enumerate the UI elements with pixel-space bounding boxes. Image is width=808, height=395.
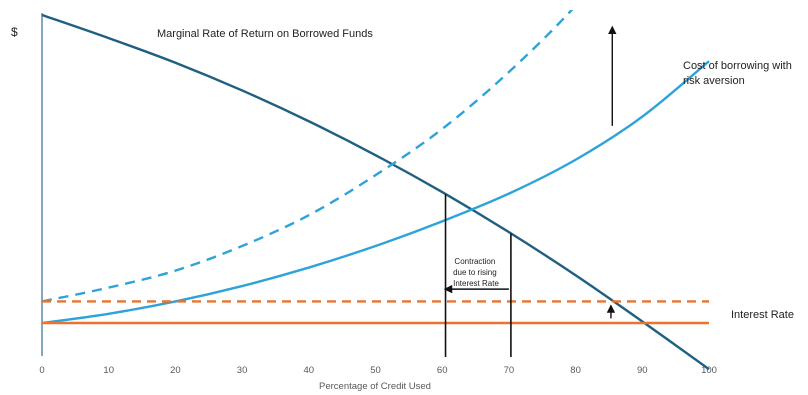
x-tick-label: 30 — [237, 365, 248, 376]
line-marginal-return — [41, 13, 710, 371]
series-label-marginal-return: Marginal Rate of Return on Borrowed Fund… — [157, 28, 373, 40]
y-axis-label: $ — [11, 25, 18, 39]
line-cost-of-borrowing — [41, 60, 710, 325]
x-tick-label: 40 — [304, 365, 315, 376]
x-tick-label: 0 — [39, 365, 44, 376]
contraction-annotation: Contraction due to rising Interest Rate — [453, 257, 499, 288]
x-tick-label: 100 — [701, 365, 717, 376]
series-label-cost-risk-aversion: Cost of borrowing with risk aversion — [683, 60, 795, 87]
contraction-line-3: Interest Rate — [453, 279, 499, 288]
contraction-line-1: Contraction — [454, 257, 495, 266]
x-tick-labels: 0 10 20 30 40 50 60 70 80 90 100 — [39, 365, 717, 376]
x-tick-label: 90 — [637, 365, 648, 376]
annotation-marks — [443, 25, 617, 357]
series-label-interest-rate: Interest Rate — [731, 309, 794, 321]
x-tick-label: 20 — [170, 365, 181, 376]
x-tick-label: 50 — [370, 365, 381, 376]
x-axis-label: Percentage of Credit Used — [319, 381, 431, 392]
x-tick-label: 70 — [504, 365, 515, 376]
x-tick-label: 80 — [570, 365, 581, 376]
series-lines — [41, 10, 710, 371]
line-cost-risk-aversion — [41, 10, 574, 303]
x-tick-label: 10 — [103, 365, 114, 376]
contraction-line-2: due to rising — [453, 268, 497, 277]
x-tick-label: 60 — [437, 365, 448, 376]
